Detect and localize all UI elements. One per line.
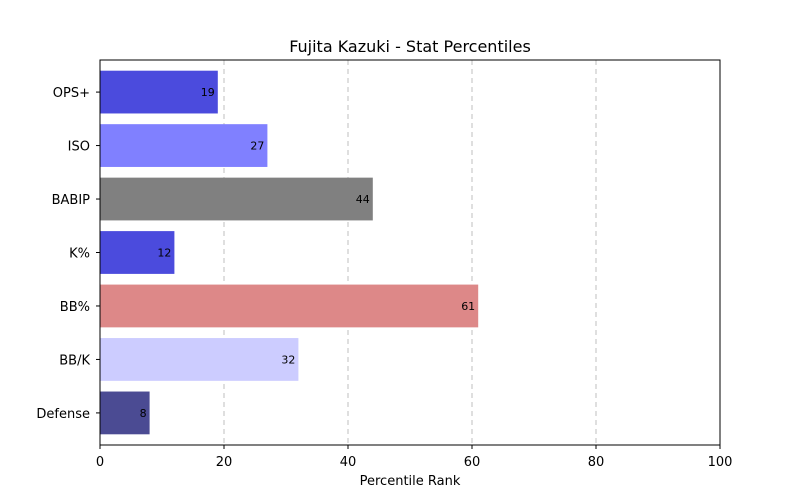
- x-tick-label-20: 20: [216, 455, 233, 470]
- bar-defense: [100, 391, 150, 435]
- y-tick-label-iso: ISO: [68, 140, 90, 155]
- bar-bb-k: [100, 338, 299, 381]
- data-labels: 19 27 44 12 61 32 8: [140, 86, 476, 420]
- x-tick-label-100: 100: [708, 455, 733, 470]
- plot-area-frame: [99, 59, 721, 446]
- y-tick-label-bb: BB%: [60, 300, 90, 315]
- bar-iso: [100, 124, 268, 167]
- x-tick-label-40: 40: [340, 455, 357, 470]
- data-label-iso: 27: [250, 140, 264, 153]
- bar-bb: [100, 284, 479, 328]
- data-label-k: 12: [157, 247, 171, 260]
- x-tick-label-60: 60: [464, 455, 481, 470]
- y-tick-label-babip: BABIP: [52, 193, 91, 208]
- grid-lines: [223, 60, 597, 445]
- y-axis: OPS+ ISO BABIP K% BB% BB/K Defense: [36, 86, 100, 422]
- y-tick-label-defense: Defense: [36, 407, 90, 422]
- y-tick-label-ops: OPS+: [53, 86, 90, 101]
- data-label-defense: 8: [140, 407, 147, 420]
- y-tick-label-bb-k: BB/K: [59, 353, 90, 368]
- chart-title: Fujita Kazuki - Stat Percentiles: [289, 37, 531, 56]
- bar-ops: [100, 70, 218, 114]
- data-label-bb-k: 32: [281, 353, 295, 366]
- bar-babip: [100, 177, 373, 221]
- x-tick-label-0: 0: [96, 455, 104, 470]
- bars: [100, 70, 479, 435]
- data-label-bb: 61: [461, 300, 475, 313]
- x-axis-label: Percentile Rank: [360, 474, 461, 489]
- bar-k: [100, 231, 175, 274]
- data-label-ops: 19: [201, 86, 215, 99]
- y-tick-label-k: K%: [69, 247, 90, 262]
- data-label-babip: 44: [356, 193, 370, 206]
- x-tick-label-80: 80: [588, 455, 605, 470]
- x-axis: 0 20 40 60 80 100: [96, 445, 733, 470]
